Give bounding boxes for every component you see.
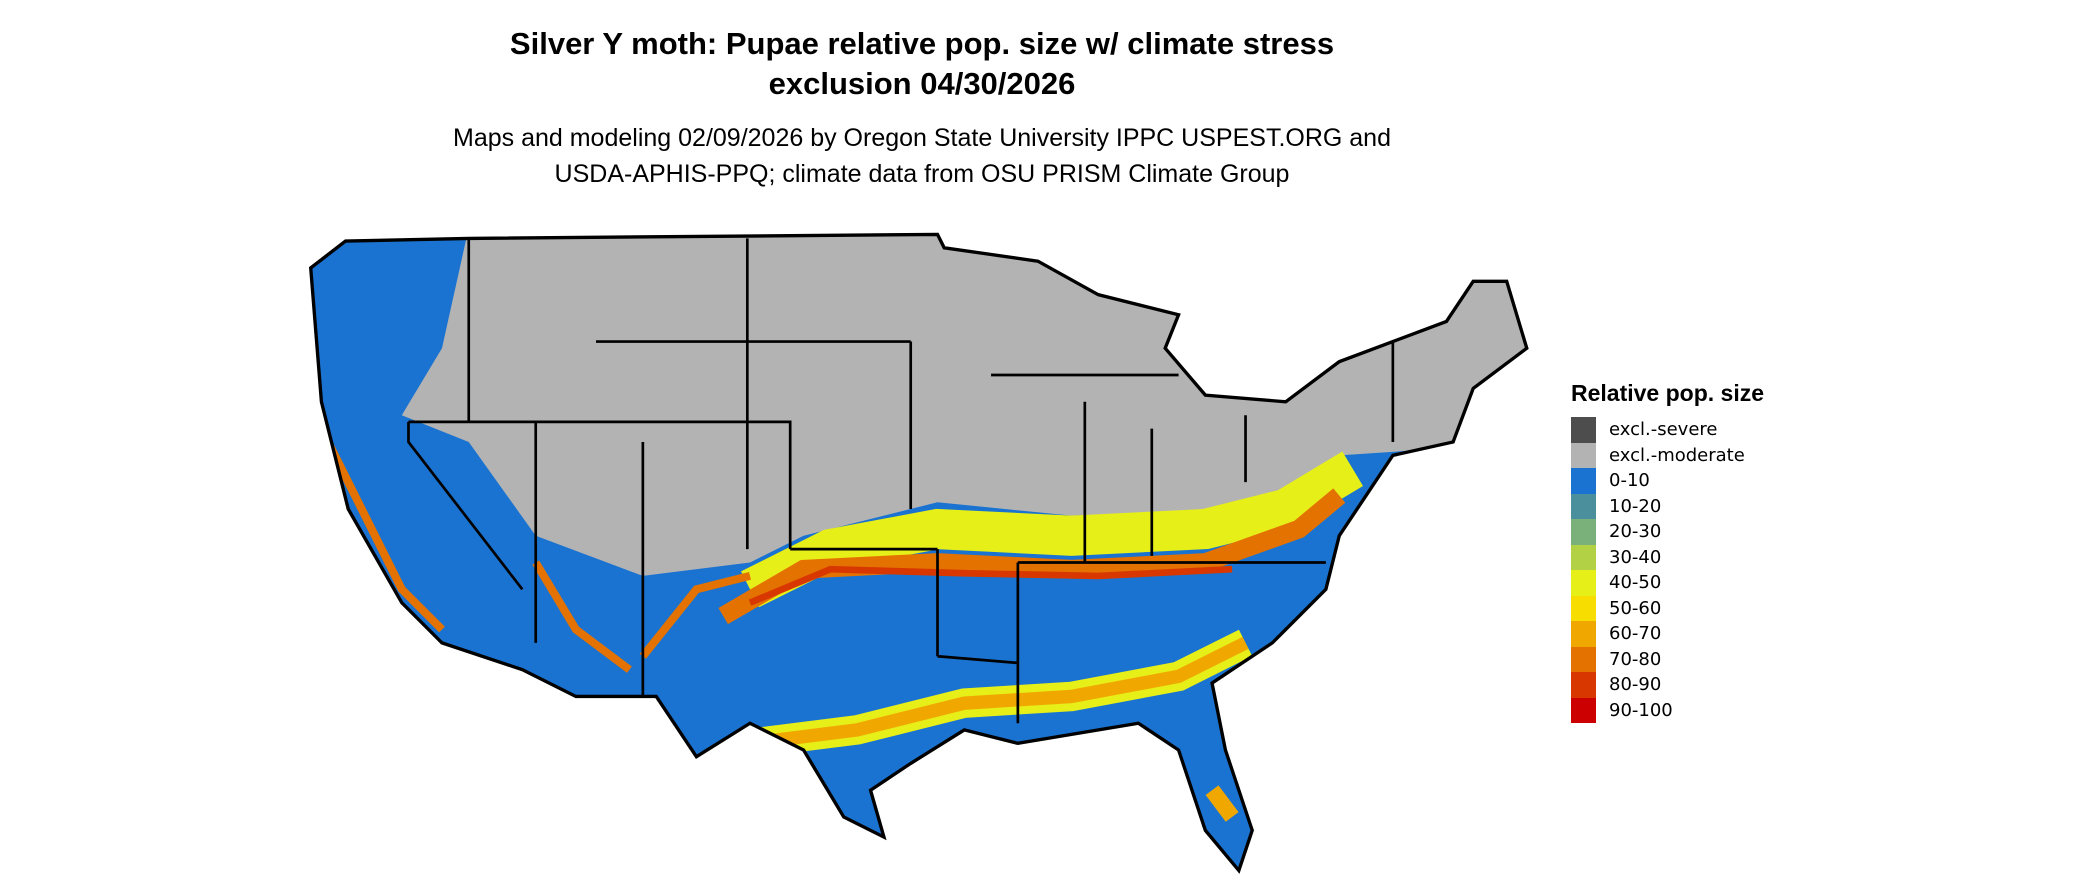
title-line-1: Silver Y moth: Pupae relative pop. size …: [509, 26, 1335, 61]
subtitle-line-1: Maps and modeling 02/09/2026 by Oregon S…: [453, 124, 1391, 152]
legend-label: 20-30: [1609, 521, 1662, 543]
legend-swatch: [1571, 493, 1596, 519]
legend-swatch: [1571, 442, 1596, 468]
legend-label: 10-20: [1609, 495, 1662, 517]
legend-item: 90-100: [1571, 697, 1764, 723]
legend-swatch: [1571, 672, 1596, 698]
legend-label: 90-100: [1609, 699, 1673, 721]
band-north-80-90: [748, 565, 1233, 606]
legend-label: 70-80: [1609, 648, 1662, 670]
legend-swatch: [1571, 621, 1596, 647]
map-title: Silver Y moth: Pupae relative pop. size …: [222, 24, 1622, 104]
legend-items: excl.-severe excl.-moderate 0-10 10-20 20-30…: [1571, 417, 1764, 723]
legend-swatch: [1571, 468, 1596, 494]
legend-item: 50-60: [1571, 595, 1764, 621]
legend-item: 10-20: [1571, 493, 1764, 519]
legend-item: 30-40: [1571, 544, 1764, 570]
legend-swatch: [1571, 697, 1596, 723]
legend-label: 80-90: [1609, 674, 1662, 696]
band-north-70-80: [718, 488, 1346, 625]
legend-label: excl.-moderate: [1609, 444, 1745, 466]
legend-label: 50-60: [1609, 597, 1662, 619]
legend-title: Relative pop. size: [1571, 380, 1765, 406]
legend-item: 60-70: [1571, 621, 1764, 647]
legend-label: 0-10: [1609, 470, 1650, 492]
legend-label: 30-40: [1609, 546, 1662, 568]
legend-item: 70-80: [1571, 646, 1764, 672]
legend-swatch: [1571, 544, 1596, 570]
legend-label: excl.-severe: [1609, 419, 1718, 441]
legend-swatch: [1571, 570, 1596, 596]
legend-item: 0-10: [1571, 468, 1764, 494]
legend: Relative pop. size excl.-severe excl.-mod…: [1571, 380, 1764, 723]
legend-swatch: [1571, 646, 1596, 672]
legend-swatch: [1571, 595, 1596, 621]
legend-label: 60-70: [1609, 623, 1662, 645]
subtitle-line-2: USDA-APHIS-PPQ; climate data from OSU PR…: [554, 160, 1290, 188]
legend-item: 80-90: [1571, 672, 1764, 698]
legend-label: 40-50: [1609, 572, 1662, 594]
legend-item: excl.-moderate: [1571, 442, 1764, 468]
legend-item: 20-30: [1571, 519, 1764, 545]
legend-item: 40-50: [1571, 570, 1764, 596]
band-florida-70-80: [1205, 785, 1239, 822]
state-borders: [407, 238, 1395, 724]
legend-swatch: [1571, 519, 1596, 545]
legend-swatch: [1571, 417, 1596, 443]
legend-item: excl.-severe: [1571, 417, 1764, 443]
title-line-2: exclusion 04/30/2026: [768, 66, 1076, 101]
band-west-70-80: [324, 440, 751, 673]
map-subtitle: Maps and modeling 02/09/2026 by Oregon S…: [222, 120, 1622, 192]
